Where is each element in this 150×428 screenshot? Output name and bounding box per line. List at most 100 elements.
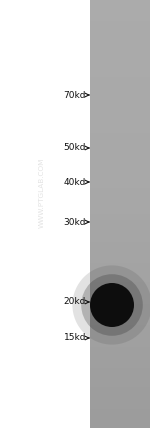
Bar [90, 210, 150, 212]
Bar [90, 118, 150, 120]
Bar [90, 107, 150, 110]
Bar [90, 370, 150, 373]
Bar [90, 62, 150, 65]
Bar [90, 17, 150, 20]
Bar [90, 203, 150, 206]
Bar [90, 11, 150, 13]
Bar [90, 353, 150, 356]
Bar [90, 180, 150, 182]
Bar [90, 208, 150, 210]
Bar [90, 105, 150, 107]
Bar [90, 330, 150, 332]
Bar [90, 261, 150, 264]
Bar [90, 0, 150, 3]
Bar [90, 88, 150, 90]
Bar [90, 342, 150, 345]
Bar [90, 340, 150, 343]
Bar [90, 357, 150, 360]
Text: 70kd: 70kd [63, 90, 89, 99]
Bar [90, 68, 150, 71]
Bar [90, 51, 150, 54]
Bar [90, 332, 150, 334]
Bar [90, 317, 150, 319]
Bar [90, 182, 150, 184]
Bar [90, 98, 150, 101]
Bar [90, 111, 150, 114]
Bar [90, 36, 150, 39]
Bar [90, 71, 150, 73]
Bar [90, 39, 150, 41]
Bar [90, 195, 150, 197]
Bar [90, 90, 150, 92]
Bar [90, 308, 150, 311]
Bar [90, 377, 150, 379]
Bar [90, 137, 150, 140]
Bar [90, 268, 150, 270]
Bar [90, 199, 150, 202]
Bar [90, 297, 150, 300]
Bar [90, 133, 150, 135]
Bar [90, 146, 150, 148]
Bar [90, 4, 150, 7]
Bar [90, 385, 150, 388]
Bar [90, 257, 150, 259]
Bar [90, 407, 150, 409]
Bar [90, 270, 150, 272]
Bar [90, 212, 150, 214]
Bar [90, 169, 150, 172]
Bar [90, 41, 150, 43]
Bar [90, 32, 150, 35]
Text: 20kd: 20kd [64, 297, 89, 306]
Bar [90, 19, 150, 22]
Bar [90, 325, 150, 328]
Bar [90, 56, 150, 58]
Bar [90, 190, 150, 193]
Bar [90, 64, 150, 67]
Bar [90, 158, 150, 161]
Bar [90, 248, 150, 251]
Bar [90, 355, 150, 358]
Bar [90, 389, 150, 392]
Bar [90, 6, 150, 9]
Bar [90, 372, 150, 375]
Bar [90, 276, 150, 279]
Bar [90, 415, 150, 418]
Bar [90, 116, 150, 118]
Bar [90, 300, 150, 302]
Bar [90, 404, 150, 407]
Bar [90, 310, 150, 313]
Bar [90, 15, 150, 18]
Bar [90, 282, 150, 285]
Bar [90, 83, 150, 86]
Bar [90, 334, 150, 336]
Bar [90, 165, 150, 167]
Bar [90, 150, 150, 152]
Bar [90, 398, 150, 401]
Bar [90, 103, 150, 105]
Bar [90, 233, 150, 236]
Bar [90, 152, 150, 155]
Bar [90, 278, 150, 281]
Bar [90, 77, 150, 80]
Bar [90, 240, 150, 242]
Bar [90, 49, 150, 52]
Bar [90, 128, 150, 131]
Bar [90, 362, 150, 364]
Bar [90, 223, 150, 225]
Bar [90, 28, 150, 30]
Bar [90, 360, 150, 362]
Bar [90, 214, 150, 217]
Ellipse shape [81, 274, 143, 336]
Bar [90, 227, 150, 229]
Bar [90, 323, 150, 326]
Bar [90, 235, 150, 238]
Bar [90, 295, 150, 298]
Bar [90, 304, 150, 306]
Bar [90, 160, 150, 163]
Bar [90, 143, 150, 146]
Bar [90, 347, 150, 349]
Bar [90, 216, 150, 219]
Bar [90, 34, 150, 37]
Text: 30kd: 30kd [63, 217, 89, 226]
Bar [90, 253, 150, 255]
